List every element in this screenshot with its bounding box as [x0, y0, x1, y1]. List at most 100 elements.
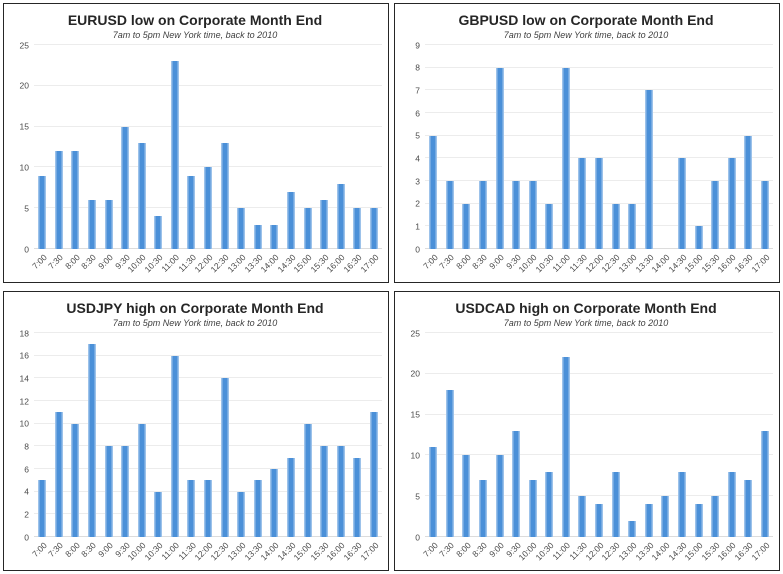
- bar-slot: [200, 45, 217, 249]
- x-slot: 17:00: [358, 249, 383, 280]
- bar-series: [34, 45, 382, 249]
- gridline: [425, 332, 773, 333]
- bar-12:00: [595, 504, 604, 537]
- bar-10:00: [528, 479, 537, 537]
- y-tick-label: 25: [19, 39, 29, 50]
- bar-7:30: [445, 181, 454, 249]
- bar-13:00: [628, 520, 637, 537]
- bar-slot: [84, 333, 101, 537]
- x-tick-label: 8:30: [79, 540, 99, 560]
- bar-slot: [458, 333, 475, 537]
- gridline: [425, 372, 773, 374]
- x-tick-label: 7:00: [29, 540, 49, 560]
- y-tick-label: 9: [415, 39, 420, 50]
- bar-14:30: [286, 457, 295, 537]
- x-tick-label: 9:00: [487, 252, 506, 272]
- plot-area: [34, 332, 383, 537]
- chart-panel-gbpusd-low: GBPUSD low on Corporate Month End 7am to…: [394, 3, 780, 283]
- bar-7:30: [54, 412, 63, 537]
- bar-slot: [508, 45, 525, 249]
- gridline: [34, 400, 382, 402]
- bar-16:00: [336, 183, 345, 249]
- bar-14:00: [661, 496, 670, 537]
- bar-slot: [508, 333, 525, 537]
- bar-slot: [167, 45, 184, 249]
- x-axis: 7:00 7:30 8:00 8:30 9:00 9:30 10:00 10:30 11:00 1…: [30, 249, 383, 280]
- x-axis: 7:00 7:30 8:00 8:30 9:00 9:30 10:00 10:30 11:00 1…: [421, 249, 773, 280]
- bar-13:30: [644, 504, 653, 537]
- chart-subtitle: 7am to 5pm New York time, back to 2010: [503, 30, 669, 40]
- bar-slot: [250, 45, 267, 249]
- bar-13:30: [644, 90, 653, 249]
- bar-slot: [366, 333, 383, 537]
- bar-slot: [707, 333, 724, 537]
- bar-9:00: [495, 455, 504, 537]
- chart-body: 0 2 4 6 8 10 12 14 16 18 7:00 7:30 8:00 8:30 9:00 9:30…: [8, 329, 383, 568]
- y-tick-label: 10: [410, 450, 420, 461]
- y-tick-label: 16: [19, 350, 29, 361]
- gridline: [34, 377, 382, 379]
- y-tick-label: 5: [24, 202, 29, 213]
- bar-slot: [674, 333, 691, 537]
- bar-17:00: [369, 208, 378, 249]
- bar-slot: [250, 333, 267, 537]
- bar-slot: [674, 45, 691, 249]
- bar-slot: [574, 333, 591, 537]
- chart-title: GBPUSD low on Corporate Month End: [458, 12, 714, 28]
- y-axis: 0 5 10 15 20 25: [8, 41, 34, 253]
- bar-slot: [133, 45, 150, 249]
- bar-8:30: [479, 479, 488, 537]
- bar-slot: [723, 333, 740, 537]
- bar-15:00: [694, 504, 703, 537]
- bar-slot: [200, 333, 217, 537]
- y-tick-label: 8: [415, 62, 420, 73]
- y-tick-label: 10: [19, 418, 29, 429]
- bar-slot: [283, 45, 300, 249]
- bar-slot: [167, 333, 184, 537]
- x-tick-label: 9:00: [487, 540, 506, 560]
- bar-slot: [690, 333, 707, 537]
- bar-12:00: [595, 158, 604, 249]
- bar-13:30: [253, 224, 262, 249]
- bar-14:30: [677, 471, 686, 537]
- bar-9:30: [512, 181, 521, 249]
- gridline: [34, 84, 382, 86]
- bar-10:00: [528, 181, 537, 249]
- bar-slot: [591, 333, 608, 537]
- y-tick-label: 0: [24, 531, 29, 542]
- bar-16:30: [744, 135, 753, 249]
- bar-slot: [425, 333, 442, 537]
- bar-slot: [657, 333, 674, 537]
- bar-12:30: [611, 471, 620, 537]
- bar-slot: [475, 333, 492, 537]
- gridline: [425, 66, 773, 68]
- y-tick-label: 0: [415, 531, 420, 542]
- x-tick-label: 8:30: [79, 252, 99, 272]
- bar-slot: [233, 333, 250, 537]
- bar-slot: [574, 45, 591, 249]
- bar-17:00: [760, 181, 769, 249]
- bar-14:30: [286, 191, 295, 249]
- bar-slot: [690, 45, 707, 249]
- bar-12:00: [204, 167, 213, 249]
- bar-slot: [84, 45, 101, 249]
- bar-slot: [216, 45, 233, 249]
- gridline: [34, 445, 382, 447]
- gridline: [425, 134, 773, 136]
- bar-slot: [67, 45, 84, 249]
- bar-10:30: [545, 471, 554, 537]
- y-tick-label: 6: [24, 463, 29, 474]
- bar-16:00: [727, 158, 736, 249]
- bar-14:30: [677, 158, 686, 249]
- bar-14:00: [270, 224, 279, 249]
- y-tick-label: 8: [24, 441, 29, 452]
- bar-slot: [740, 333, 757, 537]
- bar-slot: [757, 333, 774, 537]
- gridline: [425, 413, 773, 415]
- bar-8:30: [479, 181, 488, 249]
- bar-slot: [491, 333, 508, 537]
- y-tick-label: 4: [415, 153, 420, 164]
- x-axis: 7:00 7:30 8:00 8:30 9:00 9:30 10:00 10:30 11:00 1…: [421, 537, 773, 568]
- y-tick-label: 25: [410, 327, 420, 338]
- x-tick-label: 8:00: [63, 252, 82, 272]
